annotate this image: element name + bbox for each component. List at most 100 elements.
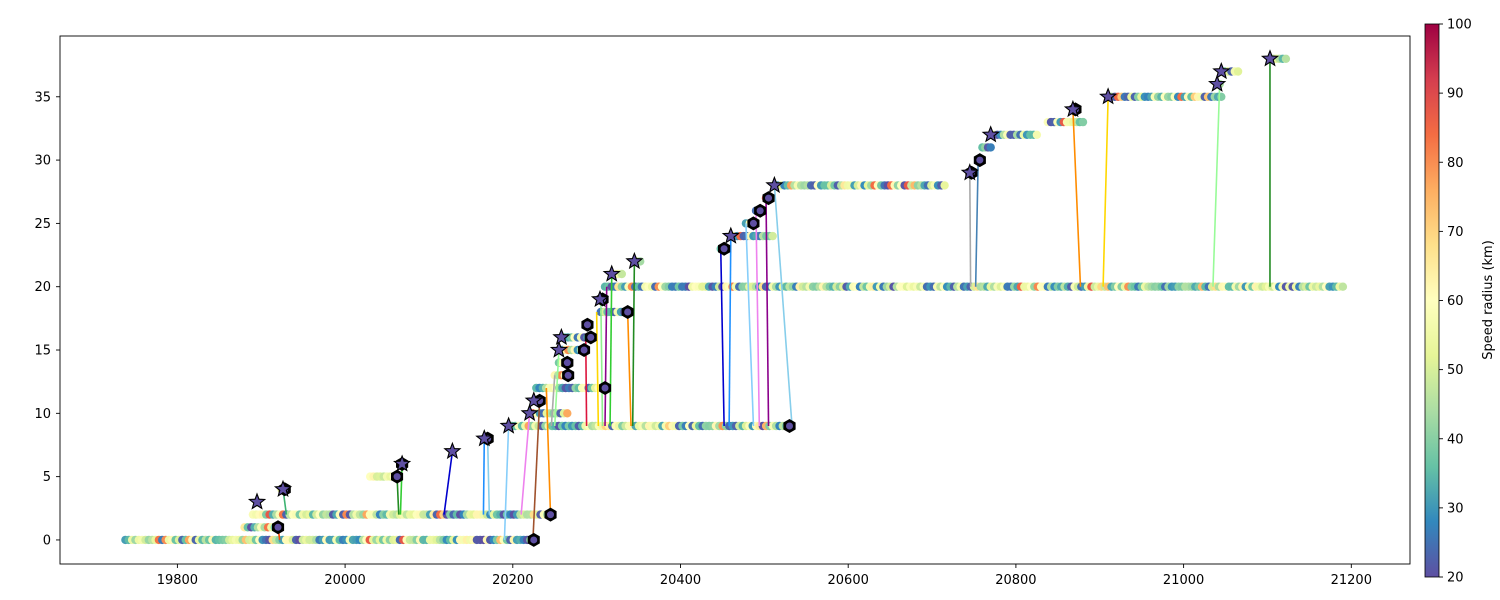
track-point (1281, 54, 1291, 63)
connection-lines (277, 58, 1271, 541)
start-star-marker (960, 163, 979, 181)
connection-line (728, 236, 732, 426)
connection-line (968, 172, 972, 287)
end-marker-core (530, 536, 538, 544)
track (1103, 92, 1226, 102)
end-marker-core (580, 346, 588, 354)
track (1043, 117, 1088, 127)
connection-line (503, 425, 510, 540)
x-tick-label: 19800 (157, 573, 198, 588)
end-marker-core (720, 245, 728, 253)
colorbar-tick-label: 70 (1447, 225, 1464, 240)
end-marker-core (274, 523, 282, 531)
connection-line (1212, 84, 1221, 287)
end-marker-core (765, 194, 773, 202)
track-point (768, 231, 777, 241)
axes-frame (59, 35, 1411, 565)
connection-line (553, 349, 560, 427)
track-point (1032, 130, 1042, 139)
axes: 19800 20000 20200 20400 20600 20800 21000 21200… (34, 35, 1411, 588)
x-tick-label: 20400 (660, 573, 701, 588)
colorbar: Speed radius (km) 20 30 40 50 60 70 80 90 100 (1424, 18, 1496, 586)
start-star-marker (1063, 99, 1082, 118)
start-markers (247, 49, 1280, 510)
x-tick-label: 21000 (1163, 573, 1204, 588)
connection-line (1072, 109, 1082, 287)
connection-line (482, 438, 486, 515)
connection-line (443, 451, 454, 515)
end-marker-core (749, 219, 757, 227)
start-star-marker (590, 289, 610, 308)
colorbar-tick-label: 50 (1447, 363, 1464, 378)
colorbar-tick-label: 30 (1447, 501, 1464, 516)
connection-line (755, 210, 761, 426)
end-marker-core (976, 156, 984, 164)
connection-line (486, 438, 491, 515)
start-star-marker (549, 340, 568, 358)
connection-line (765, 198, 770, 426)
colorbar-tick-label: 60 (1447, 294, 1464, 309)
track (248, 510, 555, 519)
start-star-marker (247, 492, 267, 510)
y-tick-label: 20 (34, 280, 51, 295)
track-point (940, 181, 949, 190)
connection-line (974, 160, 979, 287)
x-tick-label: 20600 (828, 573, 869, 588)
track (770, 181, 949, 190)
colorbar-tick-label: 90 (1447, 87, 1464, 102)
connection-line (1102, 96, 1109, 287)
connection-line (604, 286, 608, 426)
track-point (563, 409, 572, 418)
track (978, 143, 995, 152)
connection-line (550, 375, 556, 427)
connection-line (719, 248, 725, 427)
end-marker-core (624, 308, 632, 316)
y-tick-label: 0 (43, 533, 51, 548)
end-marker-core (393, 473, 401, 481)
end-marker-core (583, 321, 591, 329)
colorbar-tick-label: 100 (1447, 18, 1472, 33)
colorbar-label: Speed radius (km) (1481, 240, 1496, 360)
x-tick-label: 20000 (324, 573, 365, 588)
start-star-marker (625, 251, 644, 270)
start-star-marker (520, 403, 539, 422)
y-tick-label: 35 (34, 90, 51, 105)
end-marker-core (587, 333, 595, 341)
start-star-marker (981, 125, 1000, 143)
x-tick-label: 20200 (492, 573, 533, 588)
track-point (1233, 67, 1243, 76)
track-point (1078, 117, 1088, 127)
connection-line (600, 299, 604, 426)
y-tick-label: 25 (34, 217, 51, 232)
start-star-marker (552, 327, 571, 346)
track (121, 535, 538, 545)
start-star-marker (1212, 61, 1231, 80)
start-star-marker (721, 226, 740, 244)
start-star-marker (765, 175, 784, 194)
connection-line (626, 312, 632, 427)
y-tick-label: 5 (43, 470, 51, 485)
colorbar-tick-label: 80 (1447, 156, 1464, 171)
start-star-marker (393, 454, 412, 472)
connection-line (773, 185, 793, 427)
track-points (121, 54, 1348, 545)
start-star-marker (602, 264, 621, 282)
connection-line (399, 463, 403, 515)
connection-line (545, 387, 552, 515)
x-tick-label: 21200 (1331, 573, 1372, 588)
start-star-marker (1260, 49, 1280, 67)
start-star-marker (1099, 87, 1118, 105)
track (986, 130, 1042, 139)
track-point (986, 143, 995, 152)
plot-area (121, 49, 1348, 547)
track (600, 282, 1348, 291)
end-marker-core (786, 422, 794, 430)
connection-line (595, 312, 600, 426)
y-tick-label: 15 (34, 344, 51, 359)
colorbar-gradient (1424, 23, 1440, 578)
connection-line (520, 413, 531, 515)
colorbar-tick-label: 20 (1447, 571, 1464, 586)
colorbar-tick-label: 40 (1447, 432, 1464, 447)
start-star-marker (1208, 74, 1227, 92)
